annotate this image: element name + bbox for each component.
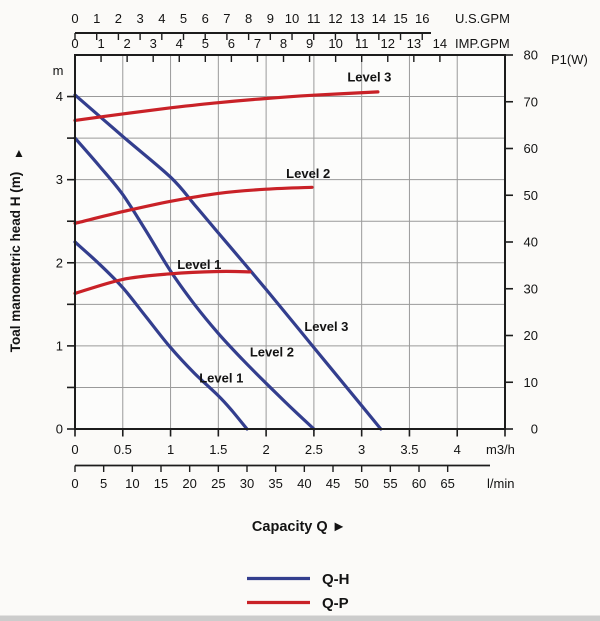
imp-gpm-tick-label: 2 [124,36,131,51]
us-gpm-tick-label: 16 [415,11,429,26]
p1w-axis-unit: P1(W) [551,52,588,67]
us-gpm-tick-label: 0 [71,11,78,26]
m3h-axis-tick-label: 3 [358,442,365,457]
curve-qp3 [73,90,380,122]
lmin-axis-tick-label: 50 [354,476,368,491]
imp-gpm-tick-label: 8 [280,36,287,51]
lmin-axis-tick-label: 40 [297,476,311,491]
imp-gpm-tick-label: 12 [381,36,395,51]
curve-qp2 [73,185,314,225]
lmin-axis-tick-label: 35 [268,476,282,491]
us-gpm-tick-label: 8 [245,11,252,26]
us-gpm-tick-label: 10 [285,11,299,26]
imp-gpm-tick-label: 0 [71,36,78,51]
head-axis-unit: m [53,63,64,78]
us-gpm-tick-label: 14 [372,11,386,26]
p1w-axis-tick-label: 70 [524,94,538,109]
lmin-axis-tick-label: 55 [383,476,397,491]
us-gpm-tick-label: 12 [328,11,342,26]
imp-gpm-tick-label: 1 [97,36,104,51]
us-gpm-tick-label: 1 [93,11,100,26]
lmin-axis-tick-label: 25 [211,476,225,491]
m3h-axis-tick-label: 3.5 [400,442,418,457]
imp-gpm-tick-label: 13 [407,36,421,51]
curve-label-qp3: Level 3 [347,70,391,85]
p1w-axis-tick-label: 60 [524,141,538,156]
head-axis-tick-label: 2 [56,255,63,270]
curve-label-qh3: Level 3 [304,319,348,334]
curve-qh1 [73,240,249,431]
lmin-axis-tick-label: 60 [412,476,426,491]
imp-gpm-tick-label: 10 [328,36,342,51]
lmin-axis-tick-label: 0 [71,476,78,491]
imp-gpm-tick-label: 14 [433,36,447,51]
us-gpm-tick-label: 9 [267,11,274,26]
curve-qh3 [73,93,383,431]
m3h-axis-tick-label: 1 [167,442,174,457]
us-gpm-tick-label: 2 [115,11,122,26]
us-gpm-tick-label: 6 [202,11,209,26]
chart-render-layer: Level 1 Level 2 Level 3 Level 1 Level 2 Level… [0,11,600,621]
head-axis-tick-label: 3 [56,172,63,187]
imp-gpm-tick-label: 9 [306,36,313,51]
imp-gpm-tick-label: 11 [355,36,369,51]
curve-label-qp1: Level 1 [177,257,221,272]
head-axis-arrow-icon: ▲ [13,146,25,160]
head-axis-tick-label: 0 [56,422,63,437]
p1w-axis-tick-label: 30 [524,281,538,296]
m3h-axis-tick-label: 0.5 [114,442,132,457]
imp-gpm-tick-label: 6 [228,36,235,51]
imp-gpm-tick-label: 3 [150,36,157,51]
imp-gpm-axis-unit: IMP.GPM [455,36,510,51]
lmin-axis-tick-label: 65 [440,476,454,491]
legend-label-qp: Q-P [322,595,349,612]
imp-gpm-tick-label: 7 [254,36,261,51]
head-axis-title: Toal manometric head H (m) [8,172,23,353]
lmin-axis-tick-label: 15 [154,476,168,491]
legend-label-qh: Q-H [322,571,350,588]
lmin-axis-tick-label: 45 [326,476,340,491]
capacity-axis-title: Capacity Q ► [252,519,346,535]
m3h-axis-tick-label: 2.5 [305,442,323,457]
m3h-axis-tick-label: 0 [71,442,78,457]
p1w-axis-tick-label: 50 [524,188,538,203]
us-gpm-tick-label: 13 [350,11,364,26]
imp-gpm-tick-label: 5 [202,36,209,51]
us-gpm-tick-label: 3 [136,11,143,26]
lmin-axis-tick-label: 10 [125,476,139,491]
us-gpm-tick-label: 15 [393,11,407,26]
lmin-axis-unit: l/min [487,476,514,491]
us-gpm-tick-label: 5 [180,11,187,26]
p1w-axis-tick-label: 80 [524,48,538,63]
curve-label-qh1: Level 1 [199,370,243,385]
curve-label-qh2: Level 2 [250,345,294,360]
p1w-axis-tick-label: 20 [524,328,538,343]
us-gpm-axis-unit: U.S.GPM [455,11,510,26]
lmin-axis-tick-label: 30 [240,476,254,491]
lmin-axis-tick-label: 20 [182,476,196,491]
lmin-axis-tick-label: 5 [100,476,107,491]
us-gpm-tick-label: 4 [158,11,165,26]
p1w-axis-tick-label: 40 [524,235,538,250]
m3h-axis-tick-label: 1.5 [209,442,227,457]
curve-label-qp2: Level 2 [286,166,330,181]
page-edge-strip [0,615,600,621]
curve-qh2 [73,136,316,431]
us-gpm-tick-label: 11 [307,11,321,26]
m3h-axis-tick-label: 2 [262,442,269,457]
head-axis-tick-label: 4 [56,89,63,104]
m3h-axis-tick-label: 4 [454,442,461,457]
p1w-axis-tick-label: 10 [524,375,538,390]
plot-background [75,55,505,429]
imp-gpm-tick-label: 4 [176,36,183,51]
curve-qp1 [73,269,252,295]
us-gpm-tick-label: 7 [223,11,230,26]
p1w-axis-tick-label: 0 [531,422,538,437]
m3h-axis-unit: m3/h [486,442,515,457]
head-axis-tick-label: 1 [56,338,63,353]
